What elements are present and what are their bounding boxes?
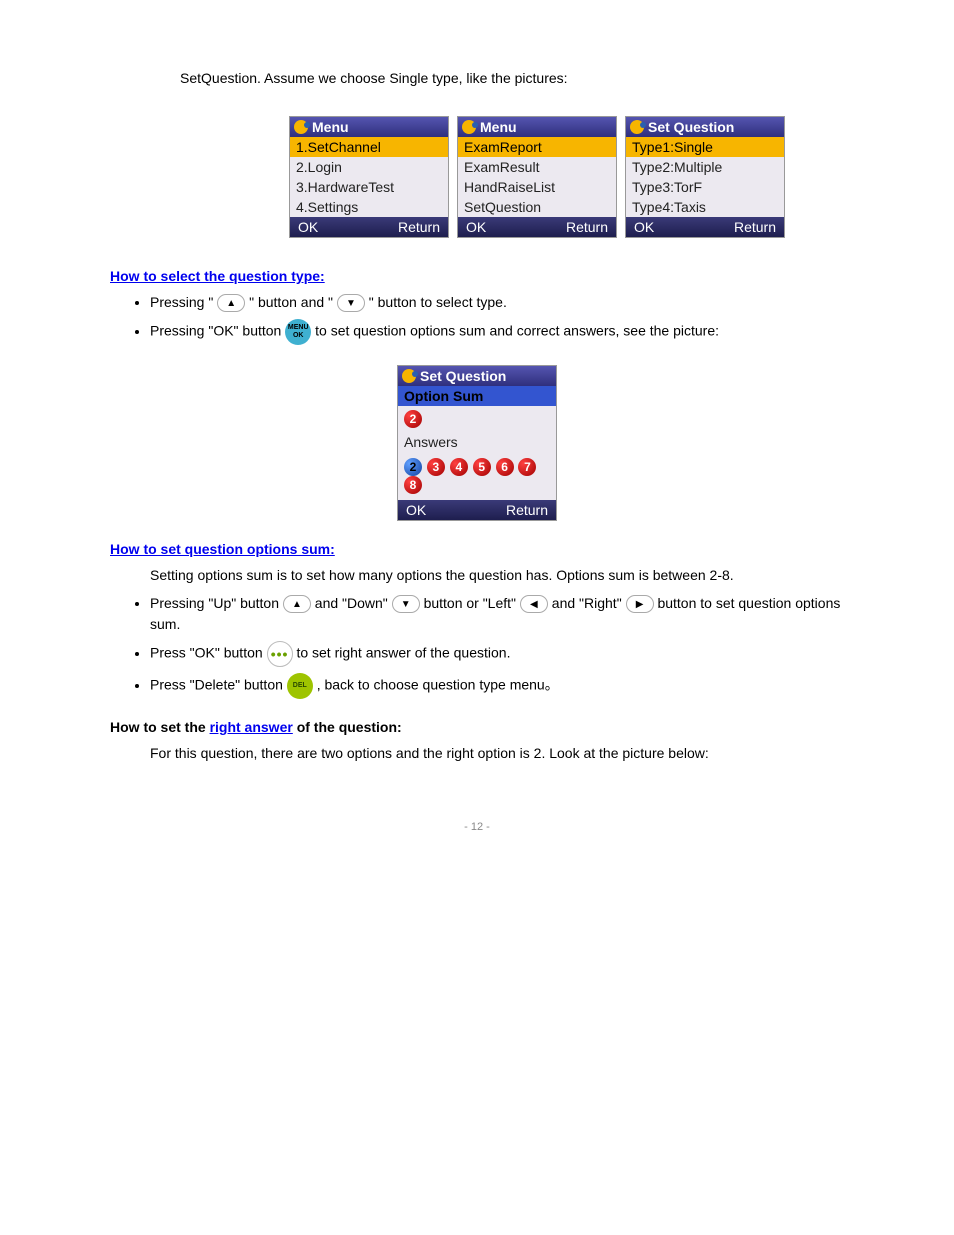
option-sum-value-row: 2 xyxy=(398,406,556,432)
right-answer-link[interactable]: right answer xyxy=(210,719,293,735)
answer-ball[interactable]: 5 xyxy=(473,458,491,476)
screen-1-footer: OK Return xyxy=(290,217,448,237)
text: of the question: xyxy=(293,719,402,735)
text: " button to select type. xyxy=(369,294,507,310)
screen-2-header: Menu xyxy=(458,117,616,137)
intro-text: SetQuestion. Assume we choose Single typ… xyxy=(180,70,844,86)
answer-ball[interactable]: 8 xyxy=(404,476,422,494)
screen-2-footer: OK Return xyxy=(458,217,616,237)
down-arrow-icon: ▼ xyxy=(337,294,365,312)
text: and "Right" xyxy=(552,595,622,611)
text: , back to choose question type menu xyxy=(317,677,545,693)
screen-3-title: Set Question xyxy=(648,119,734,135)
ok-label[interactable]: OK xyxy=(634,219,654,235)
logo-icon xyxy=(630,120,644,134)
return-label[interactable]: Return xyxy=(734,219,776,235)
text: Pressing "OK" button xyxy=(150,323,281,339)
section-2-list: Pressing "Up" button ▲ and "Down" ▼ butt… xyxy=(150,593,844,699)
option-screen-wrap: Set Question Option Sum 2 Answers 2 3 4 … xyxy=(110,365,844,521)
screen-menu-2: Menu ExamReport ExamResult HandRaiseList… xyxy=(457,116,617,238)
list-item: Press "Delete" button DEL , back to choo… xyxy=(150,673,844,699)
screen-3-header: Set Question xyxy=(626,117,784,137)
text: to set question options sum and correct … xyxy=(315,323,719,339)
answer-ball[interactable]: 2 xyxy=(404,458,422,476)
screen-2-body: ExamReport ExamResult HandRaiseList SetQ… xyxy=(458,137,616,217)
menu-item[interactable]: Type3:TorF xyxy=(626,177,784,197)
menu-item[interactable]: 4.Settings xyxy=(290,197,448,217)
section-3-head: How to set the right answer of the quest… xyxy=(110,719,844,735)
menu-item[interactable]: 2.Login xyxy=(290,157,448,177)
text: Pressing "Up" button xyxy=(150,595,279,611)
section-2-para: Setting options sum is to set how many o… xyxy=(150,567,844,583)
menu-item[interactable]: Type2:Multiple xyxy=(626,157,784,177)
text: " button and " xyxy=(249,294,333,310)
list-item: Pressing " ▲ " button and " ▼ " button t… xyxy=(150,292,844,313)
section-2-head: How to set question options sum: xyxy=(110,541,844,557)
option-screen-footer: OK Return xyxy=(398,500,556,520)
answers-label: Answers xyxy=(398,432,556,452)
screen-set-question: Set Question Type1:Single Type2:Multiple… xyxy=(625,116,785,238)
screen-1-header: Menu xyxy=(290,117,448,137)
screen-2-title: Menu xyxy=(480,119,517,135)
menu-item[interactable]: ExamResult xyxy=(458,157,616,177)
logo-icon xyxy=(462,120,476,134)
return-label[interactable]: Return xyxy=(566,219,608,235)
screen-1-body: 1.SetChannel 2.Login 3.HardwareTest 4.Se… xyxy=(290,137,448,217)
text: Press "OK" xyxy=(150,645,220,661)
answer-ball[interactable]: 7 xyxy=(518,458,536,476)
return-label[interactable]: Return xyxy=(398,219,440,235)
section-1-head: How to select the question type: xyxy=(110,268,844,284)
answer-ball[interactable]: 4 xyxy=(450,458,468,476)
list-item: Press "OK" button ••• to set right answe… xyxy=(150,641,844,667)
option-screen-header: Set Question xyxy=(398,366,556,386)
screen-1-title: Menu xyxy=(312,119,349,135)
screen-menu-1: Menu 1.SetChannel 2.Login 3.HardwareTest… xyxy=(289,116,449,238)
three-screens-row: Menu 1.SetChannel 2.Login 3.HardwareTest… xyxy=(230,116,844,238)
menu-item[interactable]: 1.SetChannel xyxy=(290,137,448,157)
ok-label[interactable]: OK xyxy=(298,219,318,235)
menu-item[interactable]: 3.HardwareTest xyxy=(290,177,448,197)
section-3-para: For this question, there are two options… xyxy=(150,745,844,761)
list-item: Pressing "OK" button MENU OK to set ques… xyxy=(150,319,844,345)
page-number: - 12 - xyxy=(110,821,844,833)
logo-icon xyxy=(402,369,416,383)
answer-ball[interactable]: 6 xyxy=(496,458,514,476)
screen-3-footer: OK Return xyxy=(626,217,784,237)
option-screen-title: Set Question xyxy=(420,368,506,384)
up-arrow-icon: ▲ xyxy=(283,595,311,613)
menu-ok-icon: MENU OK xyxy=(285,319,311,345)
text: Press "Delete" button xyxy=(150,677,283,693)
down-arrow-icon: ▼ xyxy=(392,595,420,613)
ok-label[interactable]: OK xyxy=(406,502,426,518)
answers-row: 2 3 4 5 6 7 8 xyxy=(398,452,556,500)
screen-3-body: Type1:Single Type2:Multiple Type3:TorF T… xyxy=(626,137,784,217)
text: button or "Left" xyxy=(424,595,516,611)
text: and "Down" xyxy=(315,595,388,611)
menu-item[interactable]: Type4:Taxis xyxy=(626,197,784,217)
option-screen-body: Option Sum 2 Answers 2 3 4 5 6 7 8 xyxy=(398,386,556,500)
ok-label[interactable]: OK xyxy=(466,219,486,235)
answer-ball[interactable]: 3 xyxy=(427,458,445,476)
option-sum-label: Option Sum xyxy=(398,386,556,406)
text: button xyxy=(224,645,263,661)
up-arrow-icon: ▲ xyxy=(217,294,245,312)
right-arrow-icon: ▶ xyxy=(626,595,654,613)
menu-item[interactable]: ExamReport xyxy=(458,137,616,157)
dots-icon: ••• xyxy=(267,641,293,667)
return-label[interactable]: Return xyxy=(506,502,548,518)
menu-item[interactable]: SetQuestion xyxy=(458,197,616,217)
left-arrow-icon: ◀ xyxy=(520,595,548,613)
text: How to set the xyxy=(110,719,210,735)
section-1-list: Pressing " ▲ " button and " ▼ " button t… xyxy=(150,292,844,345)
logo-icon xyxy=(294,120,308,134)
del-icon: DEL xyxy=(287,673,313,699)
list-item: Pressing "Up" button ▲ and "Down" ▼ butt… xyxy=(150,593,844,635)
option-sum-value-ball: 2 xyxy=(404,410,422,428)
menu-item[interactable]: HandRaiseList xyxy=(458,177,616,197)
text: Pressing " xyxy=(150,294,213,310)
text: to set right answer of the question. xyxy=(296,645,510,661)
menu-item[interactable]: Type1:Single xyxy=(626,137,784,157)
option-screen: Set Question Option Sum 2 Answers 2 3 4 … xyxy=(397,365,557,521)
